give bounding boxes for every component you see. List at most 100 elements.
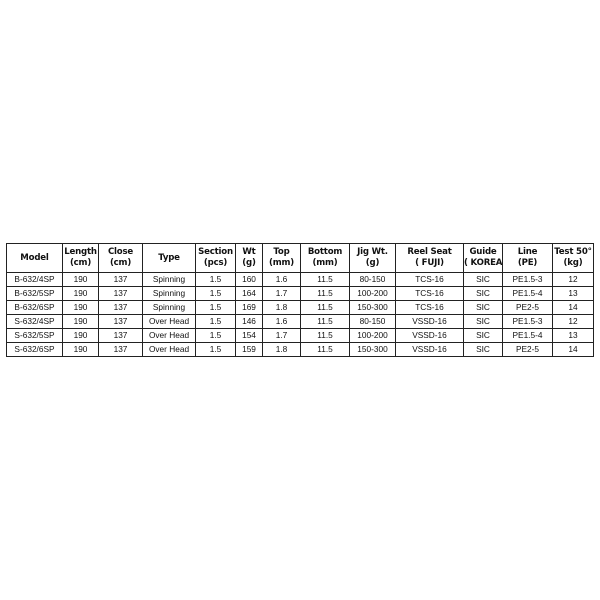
table-cell: PE1.5-3 (502, 314, 553, 329)
header-label: Test 50° (554, 247, 592, 257)
header-label: Wt (242, 247, 256, 257)
column-header: Wt (g) (235, 243, 263, 273)
table-cell: 1.5 (195, 272, 236, 287)
table-cell: Over Head (142, 342, 196, 357)
table-cell: 150-300 (349, 342, 396, 357)
table-cell: S-632/4SP (6, 314, 63, 329)
table-row: S-632/6SP 190 137 Over Head 1.5 159 1.8 11.5 150… (6, 342, 594, 357)
table-row: B-632/6SP 190 137 Spinning 1.5 169 1.8 11.5 150-… (6, 300, 594, 315)
table-cell: 1.5 (195, 286, 236, 301)
table-cell: TCS-16 (395, 300, 464, 315)
spec-table: Model Length (cm) Close (cm) Type Section (pcs)… (6, 243, 594, 357)
header-label: Length (64, 247, 97, 257)
header-label: Bottom (307, 247, 343, 257)
header-row: Model Length (cm) Close (cm) Type Section (pcs)… (6, 243, 594, 273)
table-cell: 14 (552, 300, 594, 315)
table-cell: 190 (62, 314, 99, 329)
table-cell: 190 (62, 300, 99, 315)
table-row: S-632/5SP 190 137 Over Head 1.5 154 1.7 11.5 100… (6, 328, 594, 343)
table-cell: 137 (98, 300, 143, 315)
table-cell: VSSD-16 (395, 342, 464, 357)
table-cell: 190 (62, 328, 99, 343)
header-label: Top (273, 247, 290, 257)
table-cell: 80-150 (349, 314, 396, 329)
table-cell: 1.5 (195, 314, 236, 329)
header-label: (PE) (517, 258, 538, 268)
header-label: Close (107, 247, 134, 257)
table-row: S-632/4SP 190 137 Over Head 1.5 146 1.6 11.5 80-… (6, 314, 594, 329)
table-cell: 14 (552, 342, 594, 357)
table-cell: 190 (62, 286, 99, 301)
table-cell: 137 (98, 328, 143, 343)
table-row: B-632/4SP 190 137 Spinning 1.5 160 1.6 11.5 80-1… (6, 272, 594, 287)
header-label: (g) (242, 258, 256, 268)
table-cell: 164 (235, 286, 263, 301)
table-cell: 11.5 (300, 272, 350, 287)
table-cell: 100-200 (349, 286, 396, 301)
column-header: Model (6, 243, 63, 273)
header-label: Section (198, 247, 233, 257)
header-label: Guide (469, 247, 497, 257)
table-cell: 190 (62, 342, 99, 357)
table-cell: PE1.5-4 (502, 286, 553, 301)
column-header: Guide( KOREA) (463, 243, 503, 273)
table-cell: 154 (235, 328, 263, 343)
table-cell: 11.5 (300, 342, 350, 357)
column-header: Jig Wt. (g) (349, 243, 396, 273)
table-cell: SIC (463, 342, 503, 357)
table-cell: B-632/6SP (6, 300, 63, 315)
table-cell: VSSD-16 (395, 314, 464, 329)
table-cell: 159 (235, 342, 263, 357)
header-label: (kg) (563, 258, 583, 268)
table-cell: 190 (62, 272, 99, 287)
table-cell: 100-200 (349, 328, 396, 343)
table-cell: VSSD-16 (395, 328, 464, 343)
table-cell: 1.7 (262, 328, 301, 343)
table-cell: 1.7 (262, 286, 301, 301)
table-cell: 12 (552, 272, 594, 287)
header-label: Type (158, 252, 180, 263)
table-cell: Over Head (142, 314, 196, 329)
header-label: (cm) (69, 258, 92, 268)
header-label: Model (20, 252, 49, 263)
table-cell: 1.8 (262, 300, 301, 315)
table-cell: SIC (463, 314, 503, 329)
header-label: (cm) (109, 258, 132, 268)
column-header: Type (142, 243, 196, 273)
table-cell: Spinning (142, 286, 196, 301)
column-header: Reel Seat( FUJI) (395, 243, 464, 273)
table-cell: 13 (552, 328, 594, 343)
column-header: Length (cm) (62, 243, 99, 273)
column-header: Section (pcs) (195, 243, 236, 273)
table-cell: 160 (235, 272, 263, 287)
column-header: Close (cm) (98, 243, 143, 273)
table-cell: 11.5 (300, 300, 350, 315)
table-cell: PE2-5 (502, 342, 553, 357)
table-cell: 11.5 (300, 286, 350, 301)
header-label: ( KOREA) (464, 258, 503, 268)
header-label: (mm) (269, 258, 294, 268)
column-header: Test 50° (kg) (552, 243, 594, 273)
table-cell: 1.5 (195, 300, 236, 315)
table-cell: SIC (463, 286, 503, 301)
table-cell: PE1.5-3 (502, 272, 553, 287)
header-label: ( FUJI) (415, 258, 444, 268)
header-label: (pcs) (203, 258, 228, 268)
table-cell: B-632/4SP (6, 272, 63, 287)
table-cell: S-632/5SP (6, 328, 63, 343)
table-cell: 169 (235, 300, 263, 315)
table-cell: PE1.5-4 (502, 328, 553, 343)
header-label: (g) (365, 258, 380, 268)
table-cell: PE2-5 (502, 300, 553, 315)
table-cell: SIC (463, 328, 503, 343)
table-cell: 11.5 (300, 328, 350, 343)
header-label: Jig Wt. (357, 247, 388, 257)
table-cell: 137 (98, 342, 143, 357)
table-cell: 150-300 (349, 300, 396, 315)
table-cell: TCS-16 (395, 286, 464, 301)
table-cell: 12 (552, 314, 594, 329)
header-label: (mm) (312, 258, 338, 268)
table-cell: Over Head (142, 328, 196, 343)
table-cell: 1.6 (262, 314, 301, 329)
table-cell: SIC (463, 300, 503, 315)
